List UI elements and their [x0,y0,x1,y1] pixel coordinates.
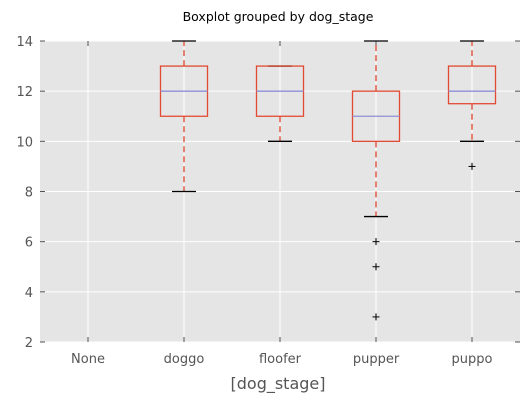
flier-point [372,313,380,321]
y-tick-label: 6 [25,236,33,251]
box-group-doggo [159,40,209,193]
y-tick-label: 14 [16,35,33,50]
box-group-floofer [255,65,305,142]
flier-point [468,162,476,170]
chart-title: Boxplot grouped by dog_stage [183,9,374,24]
x-axis-label: [dog_stage] [231,374,326,394]
y-tick-label: 12 [16,85,33,100]
flier-point [372,263,380,271]
y-tick-label: 10 [16,135,33,150]
flier-point [372,238,380,246]
box-group-puppo [447,40,497,170]
x-tick-label: doggo [164,352,205,367]
x-tick-label: puppo [452,352,493,367]
box-iqr [447,65,497,105]
y-tick-label: 4 [25,286,33,301]
x-tick-label: pupper [353,352,400,367]
x-tick-label: floofer [259,352,302,367]
box-group-pupper [351,40,401,321]
axis-ticks: 2 4 6 8 10 12 14 None doggo floofer pupper puppo [16,35,520,367]
y-tick-label: 2 [25,336,33,351]
y-tick-label: 8 [25,186,33,201]
boxes [159,40,497,321]
x-tick-label: None [71,352,105,367]
